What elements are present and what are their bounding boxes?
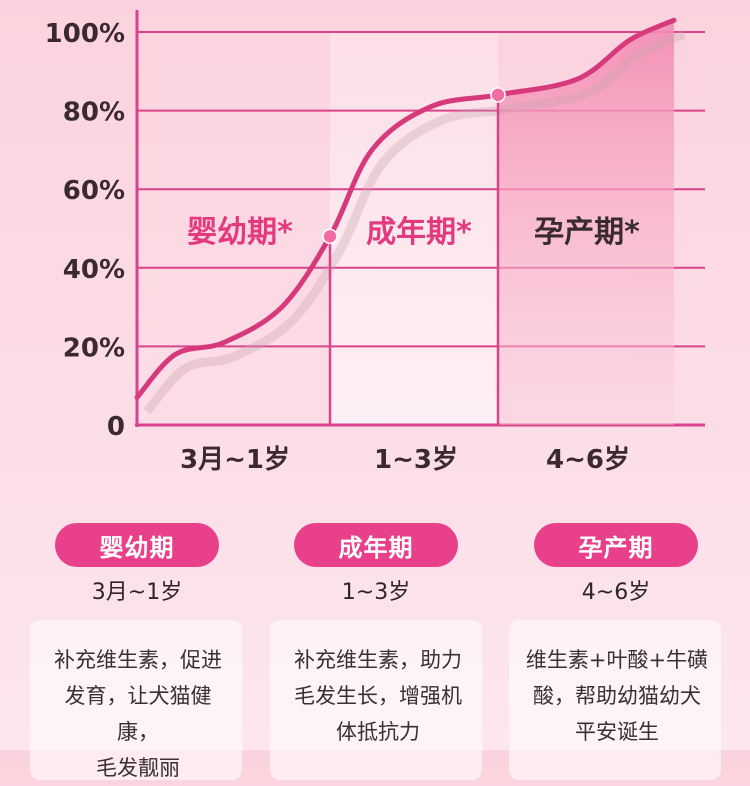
card-title-pregnancy: 孕产期 (534, 523, 698, 567)
stage-label: 成年期* (366, 215, 472, 250)
curve-marker (322, 228, 338, 245)
stage-labels: 婴幼期* 成年期* 孕产期* (187, 215, 640, 250)
card-line: 发育，让犬猫健康， (64, 684, 212, 744)
card-title-adult: 成年期 (294, 523, 458, 567)
card-line: 毛发生长，增强机 (294, 684, 462, 708)
stage-label: 婴幼期* (187, 215, 293, 250)
card-desc-pregnancy: 维生素+叶酸+牛磺 酸，帮助幼猫幼犬 平安诞生 (509, 620, 721, 780)
card-age-adult: 1~3岁 (341, 580, 411, 605)
card-age-infant: 3月~1岁 (91, 580, 183, 605)
y-axis-ticks: 0 20% 40% 60% 80% 100% (45, 19, 125, 442)
stage-label: 孕产期* (534, 215, 640, 250)
growth-curve (134, 17, 677, 400)
y-tick-label: 40% (63, 255, 125, 285)
card-title-infant: 婴幼期 (55, 523, 219, 567)
card-line: 平安诞生 (575, 720, 659, 744)
x-axis-ticks: 3月~1岁 1~3岁 4~6岁 (180, 444, 630, 475)
curve-layer (134, 17, 686, 425)
card-desc-infant: 补充维生素，促进 发育，让犬猫健康， 毛发靓丽 (30, 620, 242, 780)
card-line: 补充维生素，促进 (54, 648, 222, 672)
card-line: 体抵抗力 (336, 720, 420, 744)
card-line: 毛发靓丽 (96, 756, 180, 780)
curve-shadow (143, 30, 686, 415)
stage-band-3 (498, 20, 674, 425)
x-tick-label: 1~3岁 (374, 444, 458, 475)
card-age-pregnancy: 4~6岁 (581, 580, 651, 605)
y-tick-label: 0 (107, 412, 125, 442)
x-tick-label: 3月~1岁 (180, 444, 290, 475)
y-tick-label: 60% (63, 176, 125, 206)
card-line: 补充维生素，助力 (294, 648, 462, 672)
card-desc-adult: 补充维生素，助力 毛发生长，增强机 体抵抗力 (270, 620, 482, 780)
curve-marker (490, 87, 506, 103)
card-line: 维生素+叶酸+牛磺 (525, 648, 709, 672)
card-line: 酸，帮助幼猫幼犬 (533, 684, 701, 708)
growth-chart: 0 20% 40% 60% 80% 100% 婴幼期* 成年期* 孕产期* 3月~1岁 1~3岁… (45, 10, 705, 475)
y-tick-label: 20% (63, 333, 125, 363)
y-tick-label: 80% (63, 98, 125, 128)
x-tick-label: 4~6岁 (546, 444, 630, 475)
y-tick-label: 100% (45, 19, 125, 49)
